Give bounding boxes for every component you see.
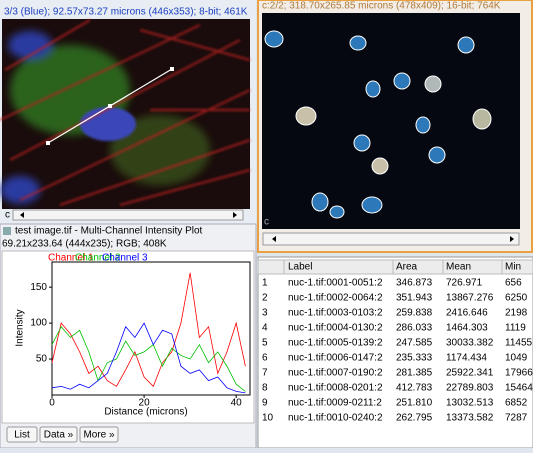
table-cell: 281.385: [396, 368, 433, 379]
table-cell: 17966: [505, 368, 533, 379]
slider-label: c: [264, 217, 269, 228]
channel-slider[interactable]: c: [5, 209, 244, 221]
y-tick-label: 100: [30, 318, 47, 329]
legend-entry: Channel 1: [48, 253, 94, 264]
table-cell: nuc-1.tif:0009-0211:2: [288, 398, 382, 409]
table-cell: 412.783: [396, 383, 433, 394]
table-cell: 1464.303: [446, 323, 488, 334]
x-tick-label: 40: [231, 398, 243, 409]
table-cell: 6852: [505, 398, 528, 409]
plot-info: 69.21x233.64 (444x235); RGB; 408K: [2, 239, 167, 250]
y-axis-label: Intensity: [15, 309, 26, 346]
window-icon: [3, 227, 11, 235]
button-label[interactable]: List: [14, 430, 30, 441]
table-cell: 726.971: [446, 278, 483, 289]
plot-frame: [51, 261, 251, 396]
series-line: [51, 322, 246, 394]
row-number: 7: [262, 368, 268, 379]
y-tick-label: 150: [30, 282, 47, 293]
table-cell: 13032.513: [446, 398, 494, 409]
table-cell: 13867.276: [446, 293, 494, 304]
table-header: [257, 259, 533, 275]
x-tick-label: 0: [49, 398, 55, 409]
table-cell: 1119: [505, 323, 526, 334]
table-cell: nuc-1.tif:0003-0103:2: [288, 308, 383, 319]
table-cell: nuc-1.tif:0005-0139:2: [288, 338, 383, 349]
image-info: 3/3 (Blue); 92.57x73.27 microns (446x353…: [4, 7, 248, 18]
column-header: Min: [505, 262, 521, 273]
button-label[interactable]: Data »: [44, 430, 74, 441]
row-number: 9: [262, 398, 268, 409]
table-cell: nuc-1.tif:0010-0240:2: [288, 413, 383, 424]
table-cell: nuc-1.tif:0007-0190:2: [288, 368, 383, 379]
y-tick-label: 50: [36, 354, 48, 365]
plot-title: test image.tif - Multi-Channel Intensity…: [15, 226, 203, 237]
table-cell: nuc-1.tif:0006-0147:2: [288, 353, 383, 364]
row-number: 4: [262, 323, 268, 334]
table-cell: 656: [505, 278, 522, 289]
row-number: 5: [262, 338, 268, 349]
table-cell: 286.033: [396, 323, 433, 334]
table-cell: 259.838: [396, 308, 433, 319]
row-number: 10: [262, 413, 274, 424]
column-header: Label: [288, 262, 312, 273]
row-number: 1: [262, 278, 268, 289]
table-cell: 13373.582: [446, 413, 494, 424]
table-cell: 7287: [505, 413, 528, 424]
series-line: [51, 272, 246, 388]
table-cell: nuc-1.tif:0001-0051:2: [288, 278, 383, 289]
stack-info: c:2/2; 318.70x265.85 microns (478x409); …: [262, 1, 501, 12]
series-line: [51, 325, 246, 392]
table-cell: 247.585: [396, 338, 433, 349]
table-cell: 22789.803: [446, 383, 494, 394]
slider-label: c: [5, 210, 10, 221]
button[interactable]: [39, 426, 78, 443]
table-cell: 15464: [505, 383, 533, 394]
table-cell: nuc-1.tif:0008-0201:2: [288, 383, 383, 394]
button-label[interactable]: More »: [83, 430, 115, 441]
legend-entry: Channel 3: [102, 253, 148, 264]
table-cell: 346.873: [396, 278, 433, 289]
table-cell: 1049: [505, 353, 528, 364]
row-number: 2: [262, 293, 268, 304]
table-cell: 2416.646: [446, 308, 488, 319]
button[interactable]: [79, 426, 119, 443]
table-cell: 6250: [505, 293, 528, 304]
results-table: [257, 256, 533, 449]
row-number: 6: [262, 353, 268, 364]
table-cell: 235.333: [396, 353, 433, 364]
column-header: Mean: [446, 262, 471, 273]
fluorescence-image: [0, 19, 251, 209]
row-number: 8: [262, 383, 268, 394]
table-cell: 1174.434: [446, 353, 487, 364]
table-cell: nuc-1.tif:0002-0064:2: [288, 293, 383, 304]
button[interactable]: [6, 426, 38, 443]
table-cell: 30033.382: [446, 338, 494, 349]
nuclei-image: [262, 13, 520, 229]
table-cell: 351.943: [396, 293, 433, 304]
column-header: Area: [396, 262, 418, 273]
table-cell: nuc-1.tif:0004-0130:2: [288, 323, 383, 334]
x-axis-label: Distance (microns): [104, 407, 187, 418]
button-bar: List Data » More »: [6, 426, 119, 443]
table-cell: 25922.341: [446, 368, 494, 379]
x-tick-label: 20: [139, 398, 151, 409]
table-cell: 262.795: [396, 413, 433, 424]
plot-area: [1, 250, 255, 424]
row-number: 3: [262, 308, 268, 319]
table-cell: 11455: [505, 338, 533, 349]
table-cell: 2198: [505, 308, 528, 319]
legend-entry: Channel 2: [75, 253, 121, 264]
table-cell: 251.810: [396, 398, 433, 409]
channel-slider[interactable]: c: [262, 217, 520, 246]
